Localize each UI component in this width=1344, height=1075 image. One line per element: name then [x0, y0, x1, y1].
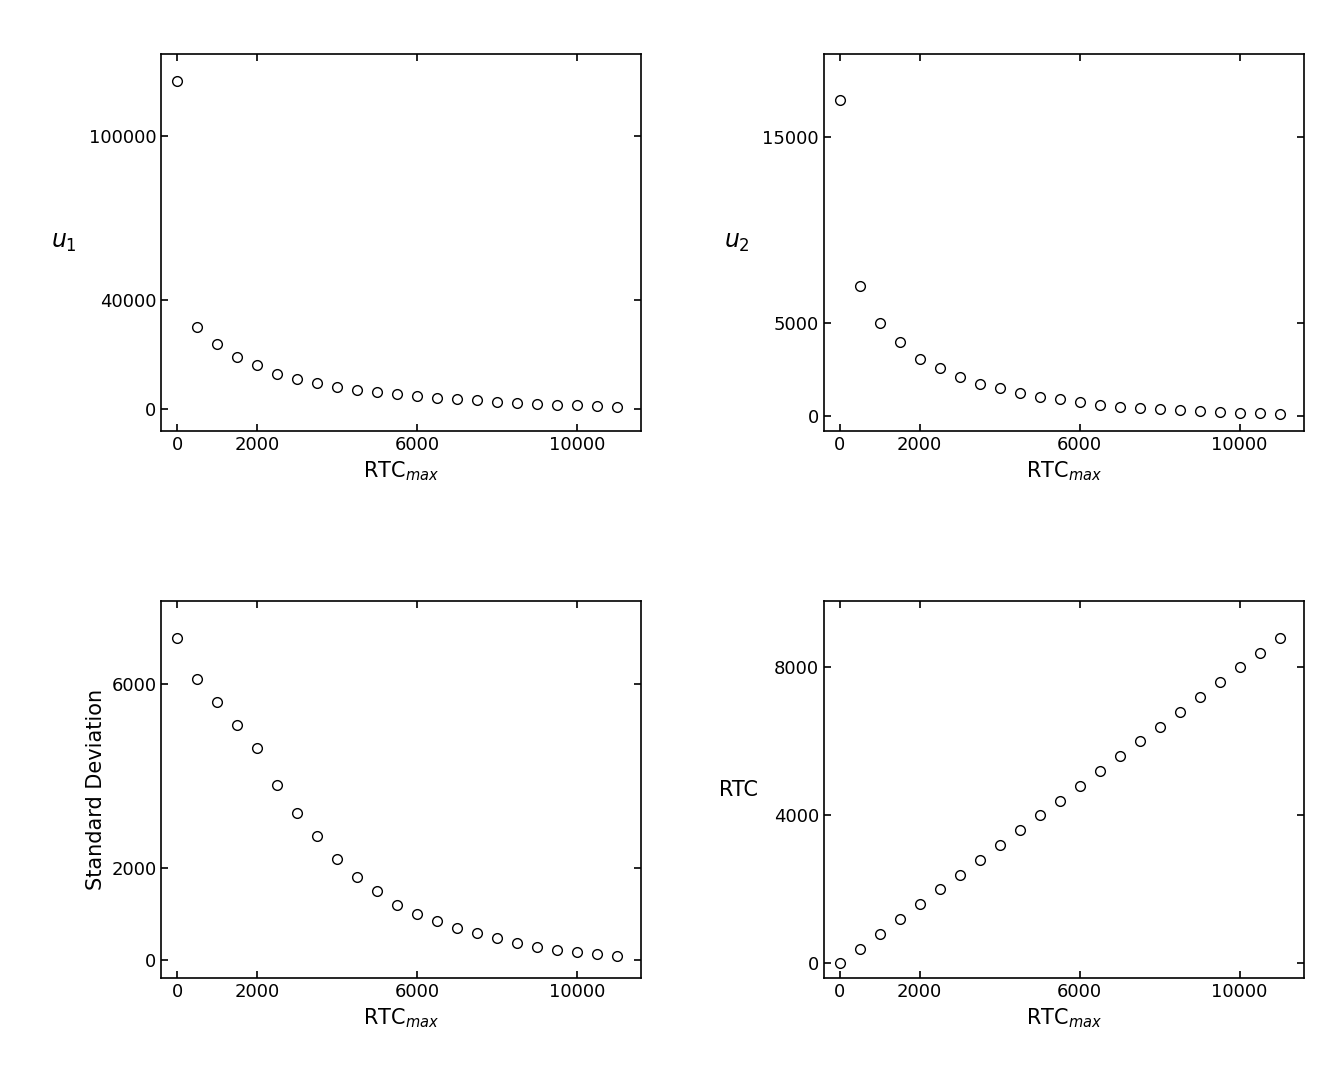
Y-axis label: $u_1$: $u_1$: [51, 230, 77, 255]
X-axis label: RTC$_{{max}}$: RTC$_{{max}}$: [363, 1006, 439, 1030]
X-axis label: RTC$_{{max}}$: RTC$_{{max}}$: [1025, 1006, 1102, 1030]
Y-axis label: $u_2$: $u_2$: [724, 230, 750, 255]
X-axis label: RTC$_{{max}}$: RTC$_{{max}}$: [363, 459, 439, 483]
Y-axis label: RTC: RTC: [719, 779, 758, 800]
Y-axis label: Standard Deviation: Standard Deviation: [86, 689, 106, 890]
X-axis label: RTC$_{{max}}$: RTC$_{{max}}$: [1025, 459, 1102, 483]
